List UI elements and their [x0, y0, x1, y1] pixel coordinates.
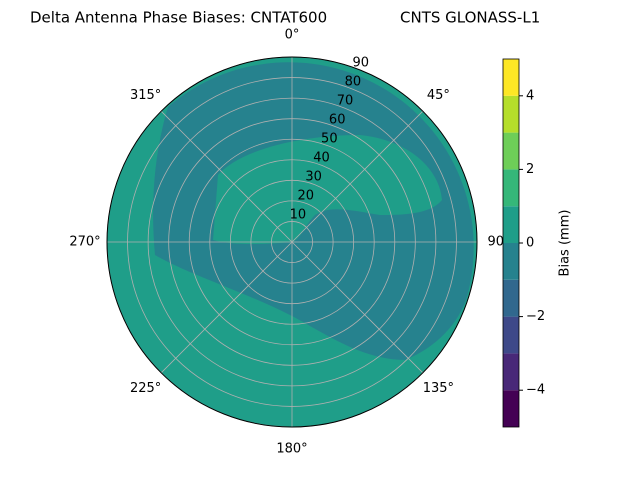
r-tick-label: 30 — [305, 170, 322, 185]
colorbar-bin — [503, 353, 519, 391]
colorbar-bin — [503, 95, 519, 133]
colorbar-bin — [503, 206, 519, 243]
grid-spoke — [291, 110, 424, 243]
colorbar-bin — [503, 316, 519, 354]
grid-spoke — [291, 241, 424, 374]
chart-subtitle: CNTS GLONASS-L1 — [400, 9, 540, 27]
r-tick-label: 20 — [297, 189, 314, 204]
colorbar-tick-label: 0 — [526, 236, 534, 251]
colorbar-label: Bias (mm) — [558, 210, 573, 277]
theta-tick-label: 180° — [276, 442, 307, 457]
colorbar-tick-label: −4 — [526, 383, 545, 398]
colorbar-bin — [503, 279, 519, 317]
colorbar-bin — [503, 243, 519, 280]
grid-spoke — [160, 110, 293, 243]
colorbar-bin — [503, 59, 519, 96]
r-tick-label: 60 — [329, 113, 346, 128]
colorbar-tick-label: 4 — [526, 88, 534, 103]
colorbar-bin — [503, 169, 519, 207]
chart-title: Delta Antenna Phase Biases: CNTAT600 — [30, 9, 327, 27]
colorbar-bin — [503, 390, 519, 427]
contour-region — [213, 135, 442, 245]
theta-tick-label: 315° — [130, 88, 161, 103]
r-tick-label: 10 — [290, 208, 307, 223]
colorbar-tick-label: −2 — [526, 309, 545, 324]
theta-tick-label: 225° — [130, 381, 161, 396]
polar-frame — [106, 56, 478, 428]
r-tick-label: 90 — [353, 56, 370, 71]
r-tick-label: 40 — [313, 151, 330, 166]
r-tick-label: 70 — [337, 94, 354, 109]
theta-tick-label: 0° — [285, 28, 300, 43]
grid-spoke — [160, 241, 293, 374]
theta-tick-label: 270° — [69, 235, 100, 250]
r-tick-label: 50 — [321, 132, 338, 147]
theta-tick-label: 135° — [423, 381, 454, 396]
colorbar-bin — [503, 132, 519, 170]
theta-tick-label: 45° — [427, 88, 450, 103]
r-tick-label: 80 — [345, 75, 362, 90]
colorbar-tick-label: 2 — [526, 162, 534, 177]
